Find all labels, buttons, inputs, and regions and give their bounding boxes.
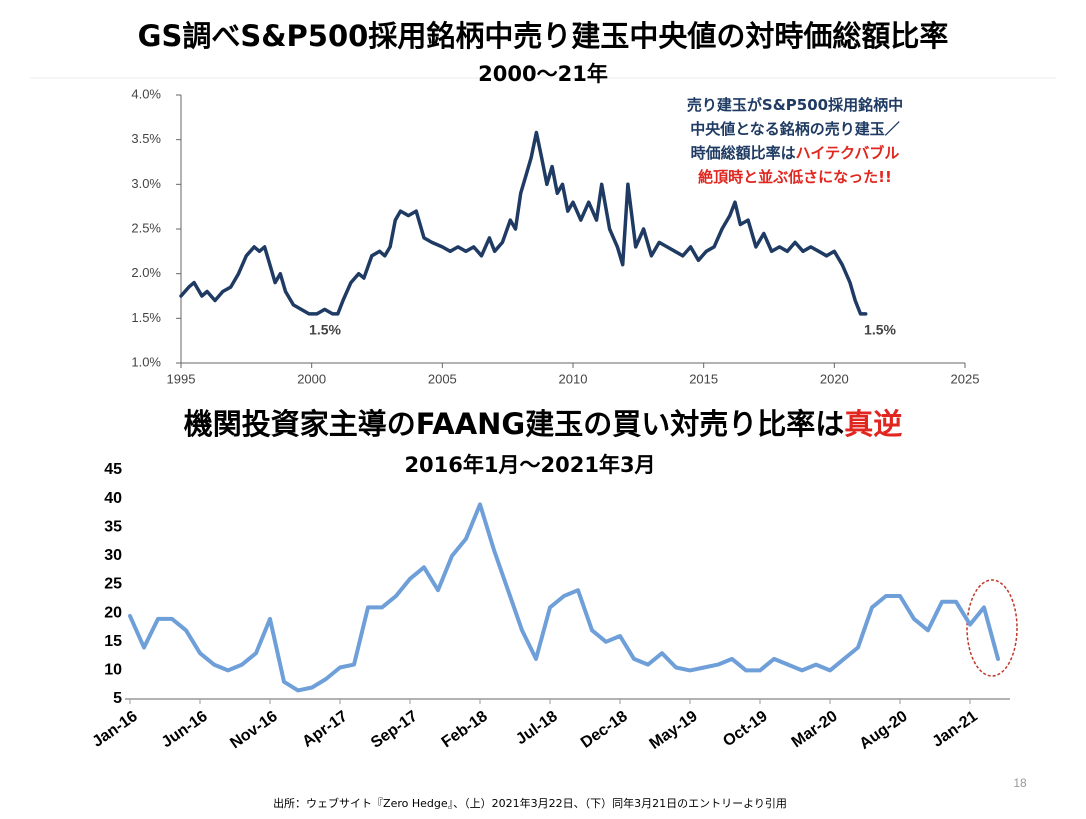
x-tick-label: Apr-17 xyxy=(299,708,350,751)
chart-subtitle: 2000～21年 xyxy=(478,62,608,86)
x-tick-label: Nov-16 xyxy=(227,708,281,753)
y-tick-label: 2.0% xyxy=(131,265,161,280)
x-tick-label: 2000 xyxy=(297,371,326,386)
y-tick-label: 3.0% xyxy=(131,176,161,191)
page-number: 18 xyxy=(1013,776,1027,790)
footer: 出所：ウェブサイト『Zero Hedge』、（上）2021年3月22日、（下）同… xyxy=(273,796,787,810)
y-tick-label: 15 xyxy=(104,633,122,650)
y-tick-label: 30 xyxy=(104,547,122,564)
chart-subtitle: 2016年1月～2021年3月 xyxy=(404,453,655,477)
note-text: 中央値となる銘柄の売り建玉／ xyxy=(690,120,900,138)
x-tick-label: Jun-16 xyxy=(159,708,211,752)
x-tick-label: Sep-17 xyxy=(368,708,421,752)
x-tick-label: 2010 xyxy=(559,371,588,386)
x-tick-label: Feb-18 xyxy=(439,708,491,752)
note-text: 絶頂時と並ぶ低さになった!! xyxy=(698,168,892,186)
x-tick-label: Dec-18 xyxy=(578,708,631,752)
y-tick-label: 1.5% xyxy=(131,310,161,325)
data-line xyxy=(128,502,1000,693)
x-tick-label: 2005 xyxy=(428,371,457,386)
annotation: 1.5% xyxy=(309,322,341,338)
y-tick-label: 4.0% xyxy=(131,86,161,101)
note-text: 時価総額比率は xyxy=(691,144,796,162)
note-line: 時価総額比率はハイテクバブル xyxy=(691,144,900,162)
x-tick-label: 2025 xyxy=(951,371,980,386)
note-text: 売り建玉がS&P500採用銘柄中 xyxy=(687,96,903,114)
note-line: 絶頂時と並ぶ低さになった!! xyxy=(698,168,892,186)
x-tick-label: Aug-20 xyxy=(857,708,911,753)
y-tick-label: 1.0% xyxy=(131,354,161,369)
y-tick-label: 3.5% xyxy=(131,131,161,146)
chart-title: GS調べS&P500採用銘柄中売り建玉中央値の対時価総額比率 xyxy=(138,19,949,53)
note-line: 中央値となる銘柄の売り建玉／ xyxy=(690,120,900,138)
note-line: 売り建玉がS&P500採用銘柄中 xyxy=(687,96,903,114)
x-tick-label: Jan-16 xyxy=(89,708,140,751)
chart-title: 機関投資家主導のFAANG建玉の買い対売り比率は真逆 xyxy=(184,407,902,441)
annotation: 1.5% xyxy=(864,322,896,338)
y-tick-label: 20 xyxy=(104,604,122,621)
x-tick-label: Jul-18 xyxy=(513,708,561,749)
x-tick-label: May-19 xyxy=(647,708,701,753)
y-tick-label: 5 xyxy=(113,690,122,707)
y-tick-label: 35 xyxy=(104,518,122,535)
x-tick-label: 2020 xyxy=(820,371,849,386)
y-tick-label: 10 xyxy=(104,662,122,679)
x-tick-label: 1995 xyxy=(167,371,196,386)
y-tick-label: 2.5% xyxy=(131,220,161,235)
highlight-ellipse xyxy=(966,579,1018,677)
y-tick-label: 25 xyxy=(104,576,122,593)
x-tick-label: Jan-21 xyxy=(929,708,980,751)
data-line xyxy=(179,130,868,316)
y-tick-label: 45 xyxy=(104,461,122,478)
x-tick-label: 2015 xyxy=(689,371,718,386)
title-highlight: 真逆 xyxy=(844,407,902,441)
title-part: 機関投資家主導のFAANG建玉の買い対売り比率は xyxy=(184,407,844,441)
x-tick-label: Oct-19 xyxy=(720,708,771,751)
y-tick-label: 40 xyxy=(104,490,122,507)
x-tick-label: Mar-20 xyxy=(789,708,841,752)
note-text: ハイテクバブル xyxy=(796,144,900,162)
